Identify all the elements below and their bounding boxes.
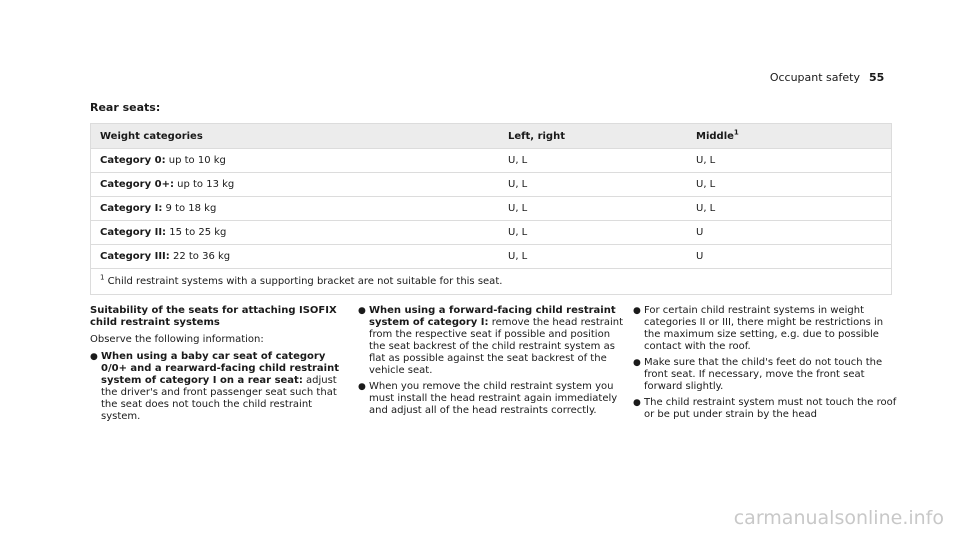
middle-cell: U xyxy=(696,251,704,262)
list-item: ● When you remove the child restraint sys… xyxy=(358,381,626,417)
left-right-cell: U, L xyxy=(508,155,528,166)
middle-cell: U, L xyxy=(696,155,716,166)
rear-seats-heading: Rear seats: xyxy=(90,101,161,114)
text-column-1: Suitability of the seats for attaching I… xyxy=(90,305,340,427)
bullet-bold-text: When using a forward-facing child restra… xyxy=(369,305,616,328)
table-footnote-row: 1 Child restraint systems with a support… xyxy=(91,269,891,294)
bullet-icon: ● xyxy=(633,306,641,316)
left-right-cell: U, L xyxy=(508,251,528,262)
section-name: Occupant safety xyxy=(769,71,860,84)
table-row: Category II: 15 to 25 kg U, L U xyxy=(91,221,891,245)
list-item: ● The child restraint system must not tou… xyxy=(633,397,901,421)
left-right-cell: U, L xyxy=(508,227,528,238)
table-header-row: Weight categories Left, right Middle1 xyxy=(91,124,891,149)
footnote-marker: 1 xyxy=(733,128,739,137)
weight-cell: Category 0+: up to 13 kg xyxy=(91,179,499,190)
bullet-icon: ● xyxy=(90,352,98,362)
weight-cell: Category II: 15 to 25 kg xyxy=(91,227,499,238)
column-header-middle-label: Middle xyxy=(696,130,734,142)
bullet-text: The child restraint system must not touc… xyxy=(644,397,897,420)
bullet-list: ● When using a forward-facing child restr… xyxy=(358,305,626,417)
table-row: Category 0+: up to 13 kg U, L U, L xyxy=(91,173,891,197)
text-column-2: ● When using a forward-facing child restr… xyxy=(358,305,626,421)
category-label: Category III: xyxy=(100,251,170,262)
list-item: ● When using a baby car seat of category … xyxy=(90,351,340,423)
intro-text: Observe the following information: xyxy=(90,334,264,345)
left-right-cell: U, L xyxy=(508,179,528,190)
bullet-text: remove the head restraint from the respe… xyxy=(369,317,624,376)
list-item: ● When using a forward-facing child restr… xyxy=(358,305,626,377)
middle-cell: U, L xyxy=(696,203,716,214)
category-label: Category I: xyxy=(100,203,163,214)
middle-cell: U xyxy=(696,227,704,238)
seat-suitability-table: Weight categories Left, right Middle1 Ca… xyxy=(90,123,892,295)
bullet-icon: ● xyxy=(633,358,641,368)
footnote-number: 1 xyxy=(100,273,105,282)
weight-cell: Category I: 9 to 18 kg xyxy=(91,203,499,214)
middle-cell: U, L xyxy=(696,179,716,190)
bullet-icon: ● xyxy=(358,306,366,316)
text-column-3: ● For certain child restraint systems in … xyxy=(633,305,901,425)
bullet-icon: ● xyxy=(358,382,366,392)
weight-cell: Category 0: up to 10 kg xyxy=(91,155,499,166)
weight-range: 9 to 18 kg xyxy=(162,203,217,214)
weight-range: up to 10 kg xyxy=(165,155,226,166)
list-item: ● Make sure that the child's feet do not … xyxy=(633,357,901,393)
watermark: carmanualsonline.info xyxy=(733,507,944,529)
bullet-text: adjust the driver's and front passenger … xyxy=(101,375,337,422)
weight-range: 22 to 36 kg xyxy=(169,251,231,262)
table-row: Category I: 9 to 18 kg U, L U, L xyxy=(91,197,891,221)
weight-range: up to 13 kg xyxy=(173,179,235,190)
table-row: Category 0: up to 10 kg U, L U, L xyxy=(91,149,891,173)
isofix-heading: Suitability of the seats for attaching I… xyxy=(90,305,337,328)
page-header: Occupant safety 55 xyxy=(0,71,960,87)
bullet-text: For certain child restraint systems in w… xyxy=(644,305,884,352)
bullet-bold-text: When using a baby car seat of category 0… xyxy=(101,351,339,386)
weight-range: 15 to 25 kg xyxy=(166,227,227,238)
list-item: ● For certain child restraint systems in … xyxy=(633,305,901,353)
bullet-text: Make sure that the child's feet do not t… xyxy=(644,357,883,392)
category-label: Category II: xyxy=(100,227,167,238)
footnote-text: Child restraint systems with a supportin… xyxy=(104,276,503,287)
category-label: Category 0: xyxy=(100,155,166,166)
column-header-middle: Middle1 xyxy=(687,128,891,142)
bullet-list: ● For certain child restraint systems in … xyxy=(633,305,901,421)
column-header-left-right: Left, right xyxy=(508,130,565,142)
column-header-weight: Weight categories xyxy=(100,130,203,142)
category-label: Category 0+: xyxy=(100,179,174,190)
weight-cell: Category III: 22 to 36 kg xyxy=(91,251,499,262)
bullet-text: When you remove the child restraint syst… xyxy=(369,381,618,416)
bullet-icon: ● xyxy=(633,398,641,408)
bullet-list: ● When using a baby car seat of category … xyxy=(90,351,340,423)
left-right-cell: U, L xyxy=(508,203,528,214)
table-row: Category III: 22 to 36 kg U, L U xyxy=(91,245,891,269)
page-number: 55 xyxy=(869,71,885,84)
table-footnote: 1 Child restraint systems with a support… xyxy=(91,273,891,287)
